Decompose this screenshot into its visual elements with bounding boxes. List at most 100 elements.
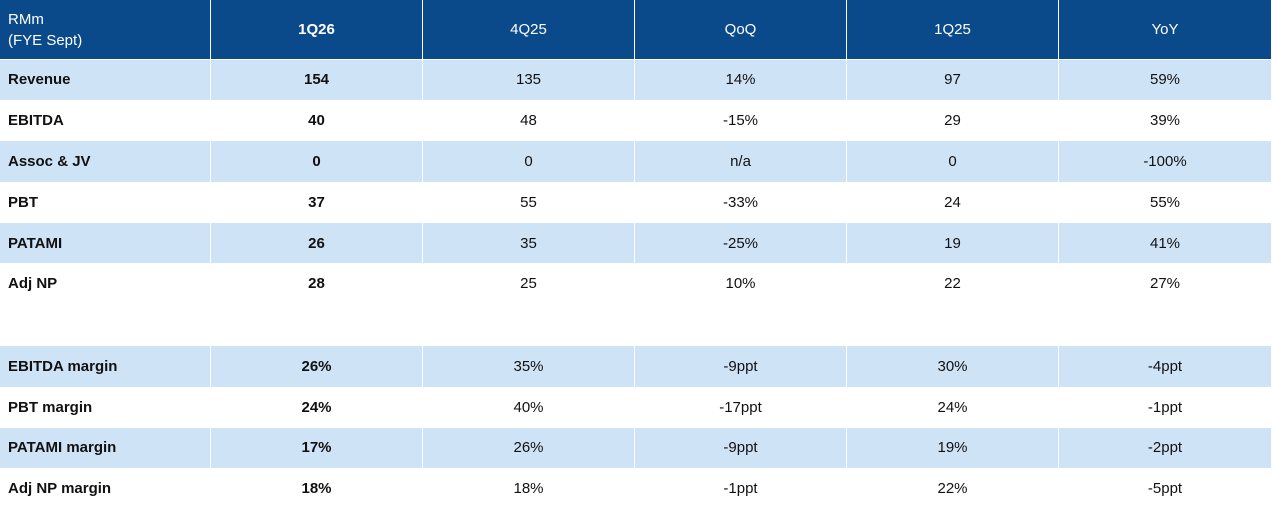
table-cell: 17% (211, 427, 423, 469)
cell-text: 22 (944, 275, 961, 293)
row-label: Assoc & JV (0, 141, 211, 182)
row-label: Revenue (0, 59, 211, 101)
table-cell: 24% (211, 386, 423, 428)
table-cell: 0 (211, 141, 423, 182)
cell-text: 1Q25 (934, 21, 971, 38)
table-cell: -2ppt (1059, 427, 1272, 469)
table-cell: 0 (847, 141, 1059, 182)
column-header: 1Q26 (211, 0, 423, 59)
cell-text: 40 (308, 112, 325, 130)
cell-text: 154 (303, 71, 330, 89)
cell-text: 35% (513, 357, 544, 375)
cell-text: 19% (937, 439, 968, 457)
table-cell: 18% (423, 468, 635, 509)
cell-text: 30% (937, 357, 968, 375)
table-cell: -33% (635, 181, 847, 223)
cell-text: 0 (312, 152, 321, 170)
cell-text: Adj NP margin (8, 480, 112, 498)
cell-text: 26% (301, 357, 332, 375)
cell-text: -100% (1143, 152, 1187, 170)
table-cell: 0 (423, 141, 635, 182)
table-cell: 29 (847, 100, 1059, 142)
table-cell: -4ppt (1059, 346, 1272, 387)
cell-text: 59% (1149, 71, 1181, 89)
cell-text: -9ppt (723, 357, 758, 375)
cell-text: (FYE Sept) (8, 31, 83, 49)
table-cell: 40 (211, 100, 423, 142)
cell-text: 25 (520, 275, 537, 293)
cell-text: 10% (725, 275, 756, 293)
table-cell: -1ppt (1059, 386, 1272, 428)
table-cell: 55% (1059, 181, 1272, 223)
cell-text: 55% (1149, 193, 1181, 211)
table-cell: 97 (847, 59, 1059, 101)
cell-text: -1ppt (1147, 398, 1183, 416)
cell-text: PBT margin (8, 398, 93, 416)
table-cell: 39% (1059, 100, 1272, 142)
table-cell: -25% (635, 222, 847, 264)
cell-text: 18% (301, 480, 332, 498)
corner-cell: RMm (FYE Sept) (0, 0, 211, 59)
cell-text: -17ppt (719, 398, 762, 416)
cell-text: 1Q26 (298, 21, 335, 38)
row-label: Adj NP (0, 263, 211, 305)
table-cell: 30% (847, 346, 1059, 387)
cell-text: QoQ (724, 21, 757, 38)
table-cell: 48 (423, 100, 635, 142)
cell-text: 24% (937, 398, 968, 416)
row-label: PATAMI margin (0, 427, 211, 469)
cell-text: 17% (301, 439, 332, 457)
table-cell: 26 (211, 222, 423, 264)
table-cell: -17ppt (635, 386, 847, 428)
cell-text: 14% (725, 71, 756, 89)
column-header: 4Q25 (423, 0, 635, 59)
table-cell: -9ppt (635, 427, 847, 469)
column-header: QoQ (635, 0, 847, 59)
cell-text: -1ppt (723, 480, 758, 498)
table-cell: 26% (211, 346, 423, 387)
table-cell: 22% (847, 468, 1059, 509)
cell-text: 24% (301, 398, 332, 416)
table-cell: 55 (423, 181, 635, 223)
table-cell: 41% (1059, 222, 1272, 264)
cell-text: Adj NP (8, 275, 58, 293)
cell-text: PATAMI (8, 234, 63, 252)
cell-text: 97 (944, 71, 961, 89)
row-label: Adj NP margin (0, 468, 211, 509)
cell-text: Assoc & JV (8, 152, 91, 170)
table-cell: -100% (1059, 141, 1272, 182)
cell-text: EBITDA (8, 112, 64, 130)
cell-text: 24 (944, 193, 961, 211)
table-cell: 26% (423, 427, 635, 469)
cell-text: 37 (308, 193, 325, 211)
cell-text: 29 (944, 112, 961, 130)
row-label: PBT (0, 181, 211, 223)
table-cell: 19 (847, 222, 1059, 264)
cell-text: YoY (1151, 21, 1179, 38)
row-label: EBITDA (0, 100, 211, 142)
column-header: YoY (1059, 0, 1272, 59)
cell-text: 18% (513, 480, 544, 498)
table-cell: -5ppt (1059, 468, 1272, 509)
cell-text: 22% (937, 480, 968, 498)
cell-text: 40% (513, 398, 544, 416)
cell-text: -2ppt (1147, 439, 1183, 457)
cell-text: -25% (722, 234, 759, 252)
table-cell: n/a (635, 141, 847, 182)
cell-text: -15% (722, 112, 759, 130)
cell-text: 28 (308, 275, 325, 293)
table-cell: 37 (211, 181, 423, 223)
cell-text: 41% (1149, 234, 1181, 252)
cell-text: -4ppt (1147, 357, 1183, 375)
row-label: PATAMI (0, 222, 211, 264)
table-cell: 25 (423, 263, 635, 305)
cell-text: n/a (730, 152, 751, 170)
table-cell: 18% (211, 468, 423, 509)
cell-text: PATAMI margin (8, 439, 117, 457)
table-cell: 24 (847, 181, 1059, 223)
table-cell: 59% (1059, 59, 1272, 101)
cell-text: 48 (520, 112, 537, 130)
column-header: 1Q25 (847, 0, 1059, 59)
table-cell: 19% (847, 427, 1059, 469)
